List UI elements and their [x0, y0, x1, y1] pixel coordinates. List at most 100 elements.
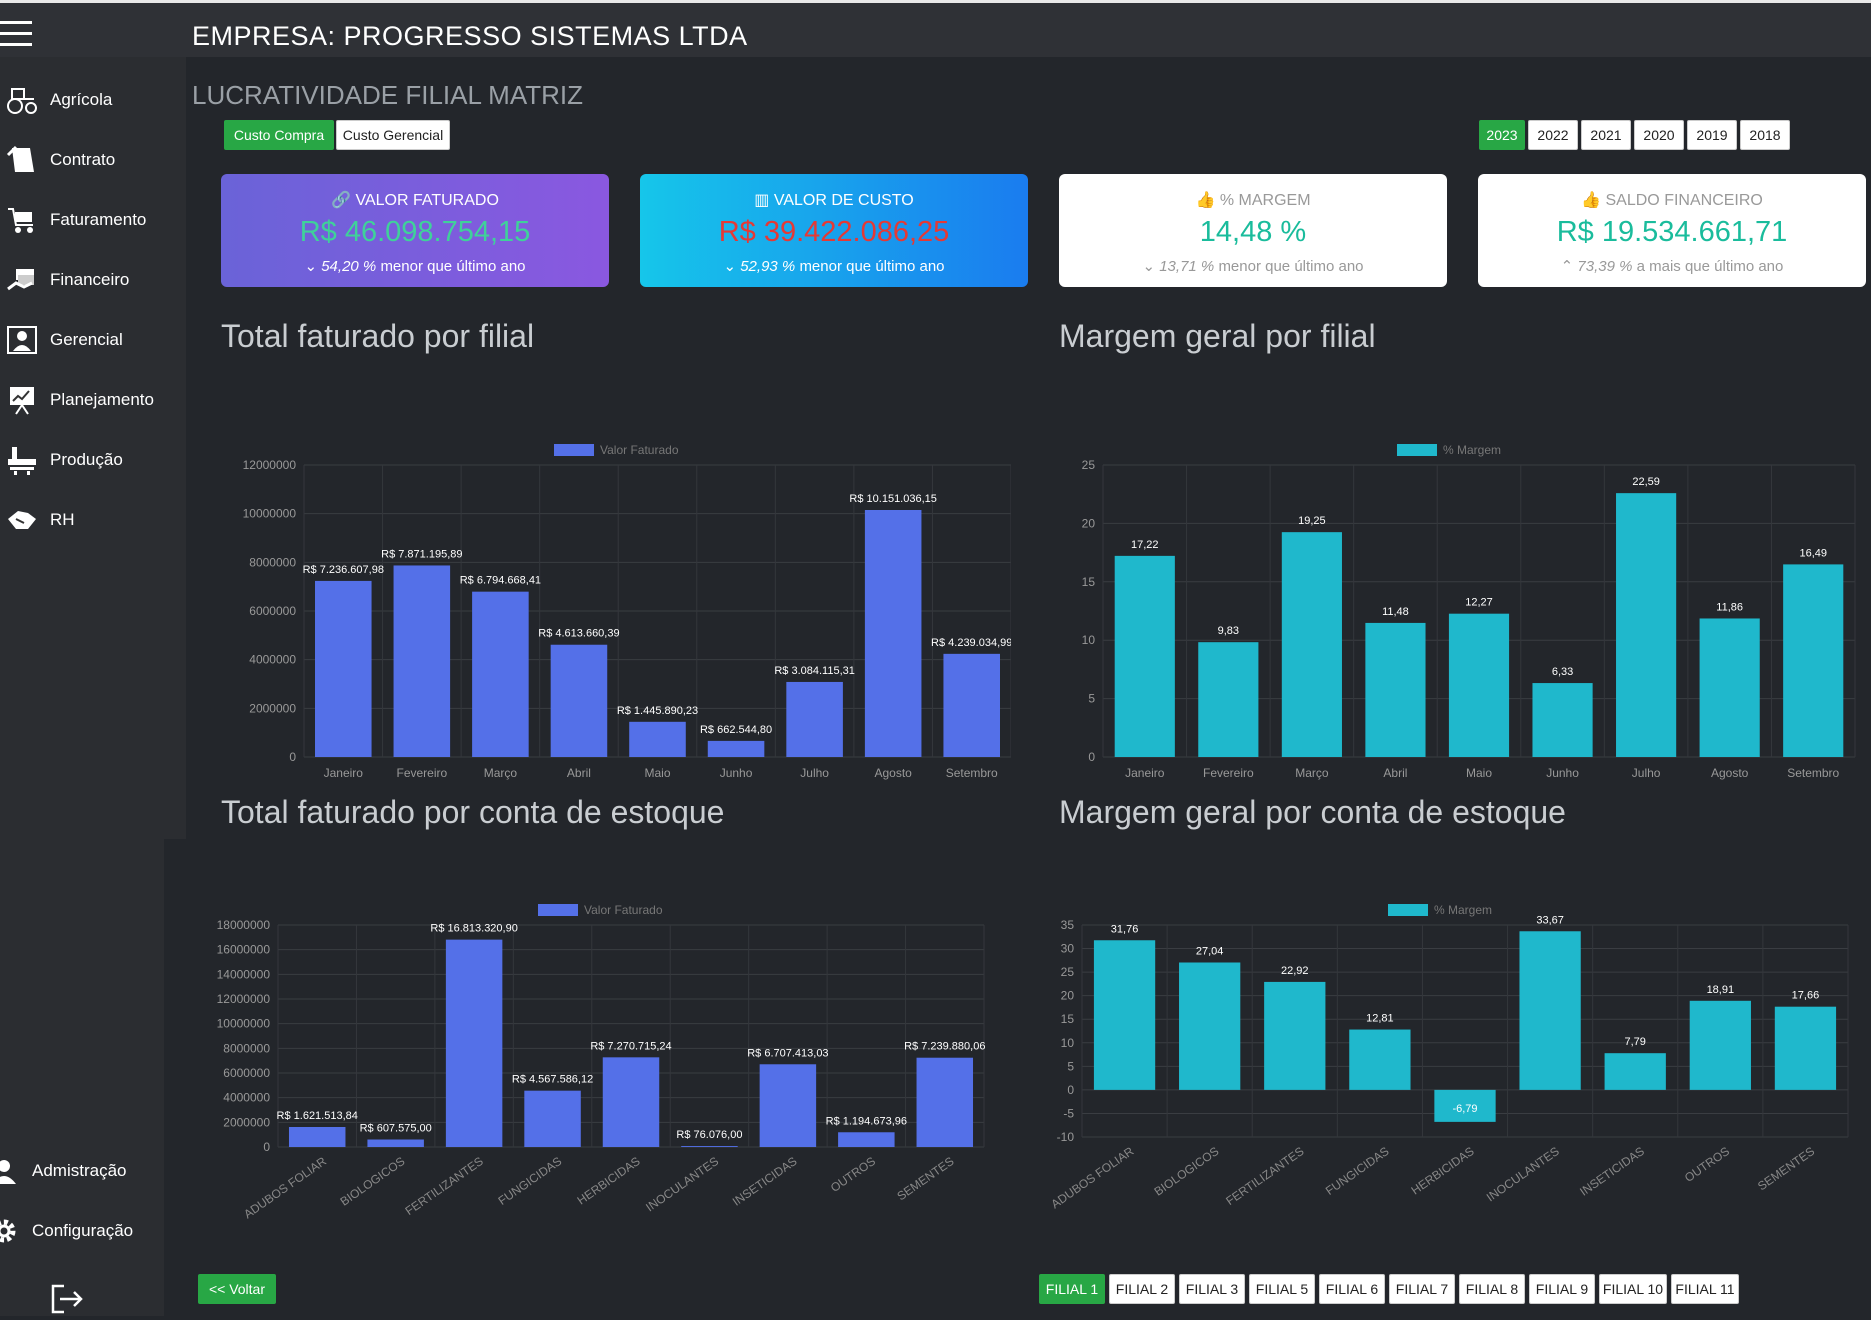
y-tick-label: 0: [263, 1140, 270, 1154]
bar[interactable]: [916, 1057, 974, 1147]
year-button-2019[interactable]: 2019: [1687, 120, 1737, 150]
bar[interactable]: [550, 644, 608, 757]
filial-button-7[interactable]: FILIAL 8: [1459, 1274, 1525, 1304]
sidebar-item-administracao[interactable]: Admistração: [0, 1151, 126, 1191]
sidebar-item-contrato[interactable]: Contrato: [4, 140, 115, 180]
bar[interactable]: [472, 591, 529, 757]
bar[interactable]: [1616, 493, 1677, 757]
bar[interactable]: [707, 740, 765, 757]
year-button-2020[interactable]: 2020: [1634, 120, 1684, 150]
x-tick-label: Fevereiro: [1203, 766, 1254, 780]
legend-swatch[interactable]: [1397, 444, 1437, 456]
filial-button-1[interactable]: FILIAL 1: [1039, 1274, 1105, 1304]
sidebar-item-gerencial[interactable]: Gerencial: [4, 320, 123, 360]
data-label: R$ 6.707.413,03: [747, 1047, 828, 1059]
bar[interactable]: [864, 509, 922, 757]
filial-button-5[interactable]: FILIAL 6: [1319, 1274, 1385, 1304]
card-valor-custo: ▥ VALOR DE CUSTO R$ 39.422.086,25 ⌄ 52,9…: [640, 174, 1028, 287]
x-tick-label: Maio: [1466, 766, 1492, 780]
sidebar-item-planejamento[interactable]: Planejamento: [4, 380, 154, 420]
x-tick-label: OUTROS: [828, 1154, 878, 1195]
card-title: % MARGEM: [1219, 192, 1311, 209]
bar[interactable]: [1281, 532, 1342, 757]
data-label: 33,67: [1536, 914, 1564, 926]
bar[interactable]: [1093, 940, 1156, 1090]
bar[interactable]: [786, 681, 843, 757]
data-label: R$ 76.076,00: [676, 1129, 742, 1141]
bar[interactable]: [1434, 1089, 1496, 1122]
bar[interactable]: [367, 1139, 424, 1147]
x-tick-label: Maio: [644, 766, 670, 780]
sidebar-item-producao[interactable]: Produção: [4, 440, 123, 480]
y-tick-label: 10000000: [217, 1017, 271, 1031]
year-button-2018[interactable]: 2018: [1740, 120, 1790, 150]
logout-icon[interactable]: [50, 1283, 84, 1320]
card-margem: 👍 % MARGEM 14,48 % ⌄ 13,71 % menor que ú…: [1059, 174, 1447, 287]
data-label: 11,86: [1716, 601, 1743, 613]
bar[interactable]: [1519, 931, 1581, 1090]
chart-margem-estoque: % Margem -10 -5 0 5 10 15 20 25 30 35 31,76 ADUBOS F…: [1048, 903, 1849, 1211]
menu-icon[interactable]: [0, 21, 34, 47]
card-sub: menor que último ano: [799, 258, 945, 275]
bar[interactable]: [943, 653, 1001, 757]
y-tick-label: 10: [1082, 633, 1096, 647]
bar[interactable]: [445, 939, 503, 1147]
bar[interactable]: [602, 1057, 660, 1147]
legend-swatch[interactable]: [538, 904, 578, 916]
bar[interactable]: [288, 1127, 346, 1147]
bar[interactable]: [1264, 981, 1326, 1090]
bar[interactable]: [681, 1146, 738, 1147]
bar[interactable]: [1689, 1000, 1751, 1090]
y-tick-label: 2000000: [223, 1115, 270, 1129]
sidebar-item-configuracao[interactable]: Configuração: [0, 1211, 133, 1251]
sidebar-item-agricola[interactable]: Agrícola: [4, 80, 112, 120]
bar[interactable]: [1448, 613, 1510, 757]
x-tick-label: FERTILIZANTES: [1223, 1144, 1306, 1208]
data-label: 11,48: [1382, 606, 1409, 618]
filial-button-2[interactable]: FILIAL 2: [1109, 1274, 1175, 1304]
bar[interactable]: [1365, 622, 1426, 757]
bar[interactable]: [1198, 642, 1259, 757]
bar[interactable]: [1774, 1006, 1837, 1090]
filial-button-3[interactable]: FILIAL 3: [1179, 1274, 1245, 1304]
x-tick-label: ADUBOS FOLIAR: [241, 1154, 329, 1221]
year-button-2021[interactable]: 2021: [1581, 120, 1631, 150]
back-button[interactable]: << Voltar: [198, 1274, 276, 1304]
x-tick-label: FERTILIZANTES: [403, 1154, 486, 1218]
x-tick-label: INOCULANTES: [1484, 1144, 1562, 1204]
bar[interactable]: [1179, 962, 1241, 1090]
y-tick-label: -10: [1057, 1130, 1075, 1144]
filial-button-6[interactable]: FILIAL 7: [1389, 1274, 1455, 1304]
bar[interactable]: [393, 565, 451, 757]
custo-compra-button[interactable]: Custo Compra: [224, 120, 334, 150]
legend-swatch[interactable]: [554, 444, 594, 456]
bar[interactable]: [314, 580, 372, 757]
card-value: 14,48 %: [1199, 216, 1307, 248]
y-tick-label: 12000000: [217, 992, 271, 1006]
bar[interactable]: [524, 1090, 581, 1147]
sidebar-item-faturamento[interactable]: Faturamento: [4, 200, 146, 240]
filial-button-9[interactable]: FILIAL 10: [1599, 1274, 1667, 1304]
year-button-2023[interactable]: 2023: [1479, 120, 1525, 150]
bar[interactable]: [1699, 618, 1760, 757]
bar[interactable]: [1783, 564, 1844, 757]
sidebar-item-rh[interactable]: RH: [4, 500, 75, 540]
bar[interactable]: [1532, 683, 1593, 757]
data-label: R$ 7.270.715,24: [590, 1040, 671, 1052]
bar[interactable]: [1114, 555, 1175, 757]
legend-swatch[interactable]: [1388, 904, 1428, 916]
bar[interactable]: [1349, 1029, 1411, 1090]
filial-button-10[interactable]: FILIAL 11: [1671, 1274, 1739, 1304]
bar[interactable]: [759, 1064, 817, 1147]
y-tick-label: 4000000: [249, 653, 296, 667]
filial-button-8[interactable]: FILIAL 9: [1529, 1274, 1595, 1304]
bar[interactable]: [1604, 1053, 1666, 1090]
custo-gerencial-button[interactable]: Custo Gerencial: [336, 120, 450, 150]
sidebar-item-financeiro[interactable]: Financeiro: [4, 260, 129, 300]
y-tick-label: 8000000: [223, 1041, 270, 1055]
filial-button-4[interactable]: FILIAL 5: [1249, 1274, 1315, 1304]
bar[interactable]: [629, 721, 686, 757]
bar[interactable]: [838, 1132, 895, 1147]
x-tick-label: OUTROS: [1682, 1144, 1732, 1185]
year-button-2022[interactable]: 2022: [1528, 120, 1578, 150]
